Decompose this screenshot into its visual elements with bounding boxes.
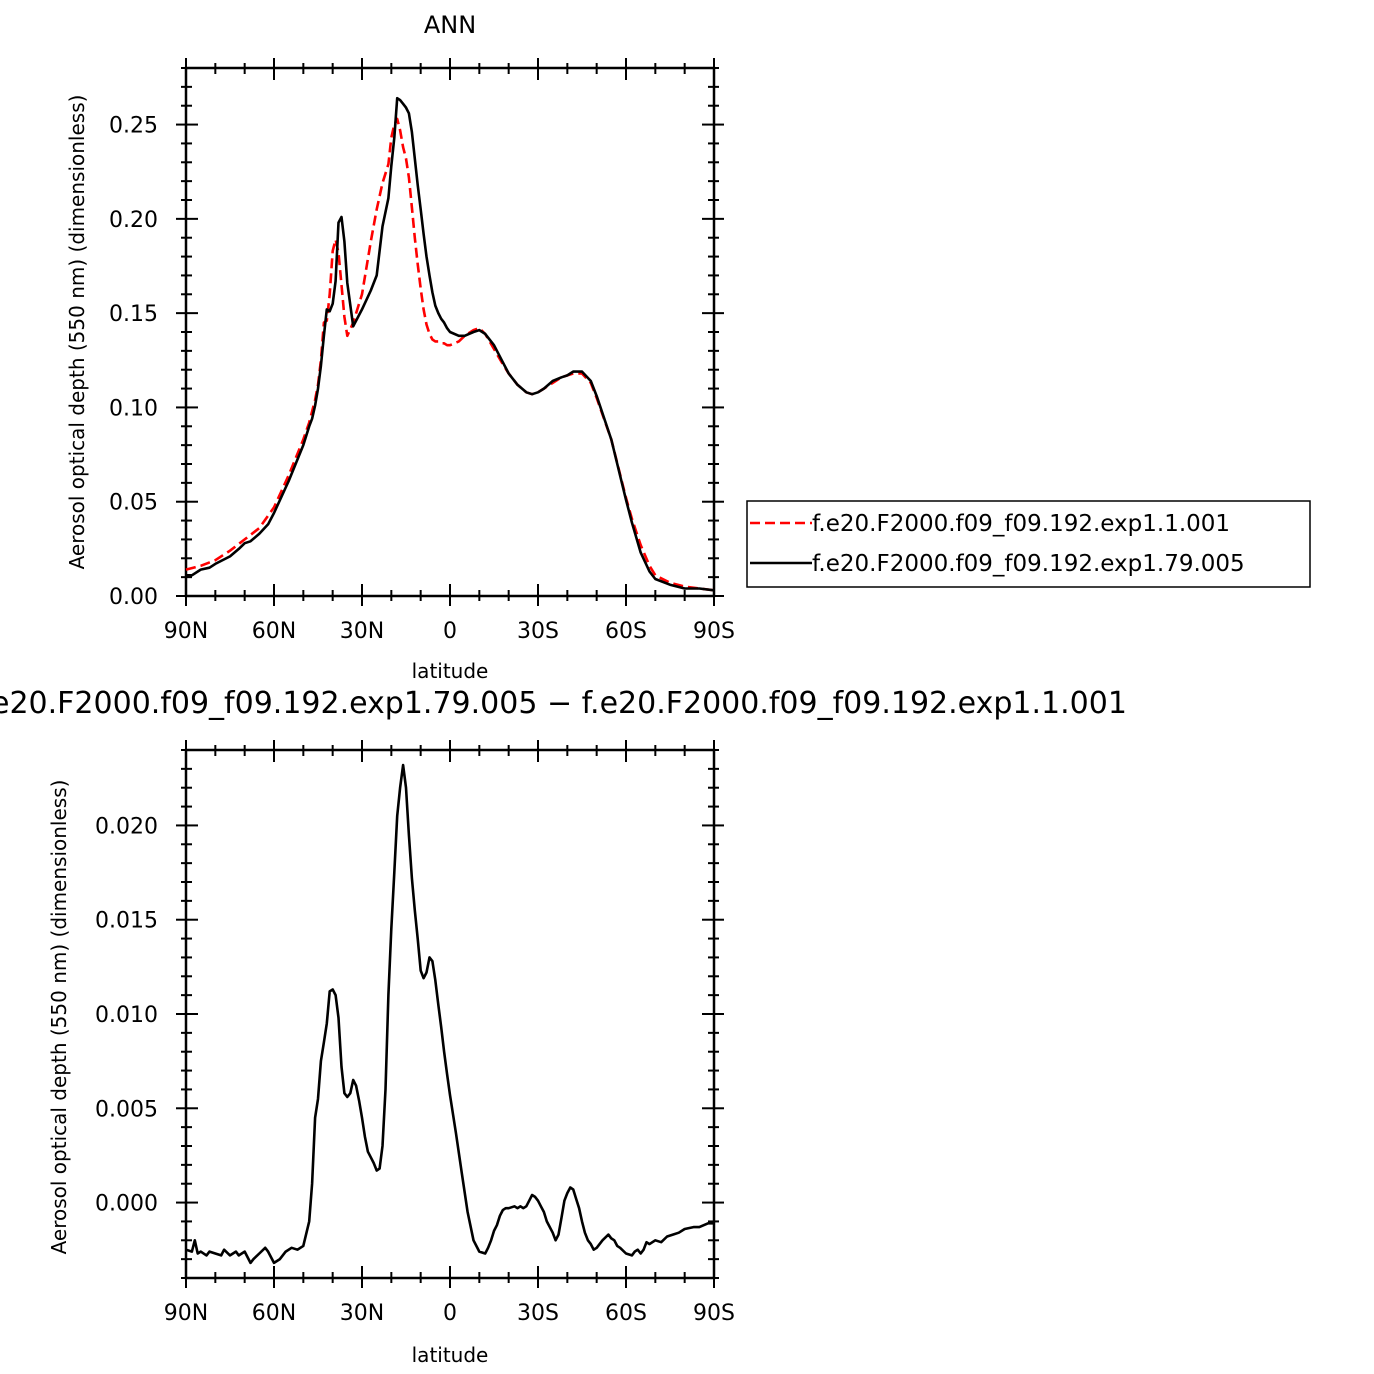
x-tick-label: 30N	[340, 1301, 384, 1326]
series-line-1	[185, 117, 715, 592]
y-tick-label: 0.05	[109, 491, 158, 516]
y-tick-label: 0.015	[95, 909, 158, 934]
y-tick-label: 0.005	[95, 1097, 158, 1122]
x-tick-label: 30N	[340, 619, 384, 644]
y-tick-label: 0.25	[109, 114, 158, 139]
x-tick-label: 0	[443, 619, 457, 644]
x-tick-label: 90N	[164, 619, 208, 644]
x-axis-label: latitude	[412, 1343, 489, 1367]
y-tick-labels: 0.00 0.05 0.10 0.15 0.20 0.25	[109, 114, 158, 610]
y-tick-label: 0.000	[95, 1192, 158, 1217]
series-line-2	[186, 96, 715, 592]
difference-chart-title: f.e20.F2000.f09_f09.192.exp1.79.005 − f.…	[0, 686, 1127, 721]
x-tick-label: 60N	[252, 1301, 296, 1326]
x-tick-label: 0	[443, 1301, 457, 1326]
x-tick-label: 30S	[517, 619, 559, 644]
plot-frame	[184, 748, 716, 1280]
x-tick-labels: 90N 60N 30N 0 30S 60S 90S	[164, 1301, 735, 1326]
y-axis-label: Aerosol optical depth (550 nm) (dimensio…	[47, 780, 71, 1255]
y-tick-labels: 0.000 0.005 0.010 0.015 0.020	[95, 814, 158, 1216]
x-tick-label: 60N	[252, 619, 296, 644]
series-line-1	[185, 763, 714, 1265]
legend-label-series-1: f.e20.F2000.f09_f09.192.exp1.1.001	[812, 511, 1230, 537]
x-tick-label: 30S	[517, 1301, 559, 1326]
legend: f.e20.F2000.f09_f09.192.exp1.1.001 f.e20…	[746, 500, 1311, 588]
x-tick-label: 90S	[693, 619, 735, 644]
y-tick-label: 0.10	[109, 396, 158, 421]
legend-box	[746, 500, 1311, 588]
y-tick-label: 0.00	[109, 585, 158, 610]
y-tick-label: 0.20	[109, 208, 158, 233]
series-lines	[185, 763, 714, 1265]
x-tick-label: 60S	[605, 1301, 647, 1326]
x-tick-labels: 90N 60N 30N 0 30S 60S 90S	[164, 619, 735, 644]
tick-marks	[176, 740, 724, 1288]
chart-title: ANN	[424, 11, 476, 39]
y-tick-label: 0.010	[95, 1003, 158, 1028]
x-axis-label: latitude	[412, 659, 489, 683]
legend-label-series-2: f.e20.F2000.f09_f09.192.exp1.79.005	[812, 551, 1245, 577]
top-panel: ANN 90N 60N 30N 0 30S 60S 90S 0.00 0.05 0.10 0.15…	[65, 11, 1311, 683]
bottom-panel: f.e20.F2000.f09_f09.192.exp1.79.005 − f.…	[0, 686, 1127, 1367]
x-tick-label: 90S	[693, 1301, 735, 1326]
y-axis-label: Aerosol optical depth (550 nm) (dimensio…	[65, 95, 89, 570]
y-tick-label: 0.020	[95, 814, 158, 839]
tick-marks	[176, 58, 724, 606]
y-tick-label: 0.15	[109, 302, 158, 327]
x-tick-label: 60S	[605, 619, 647, 644]
x-tick-label: 90N	[164, 1301, 208, 1326]
series-lines	[185, 96, 715, 592]
